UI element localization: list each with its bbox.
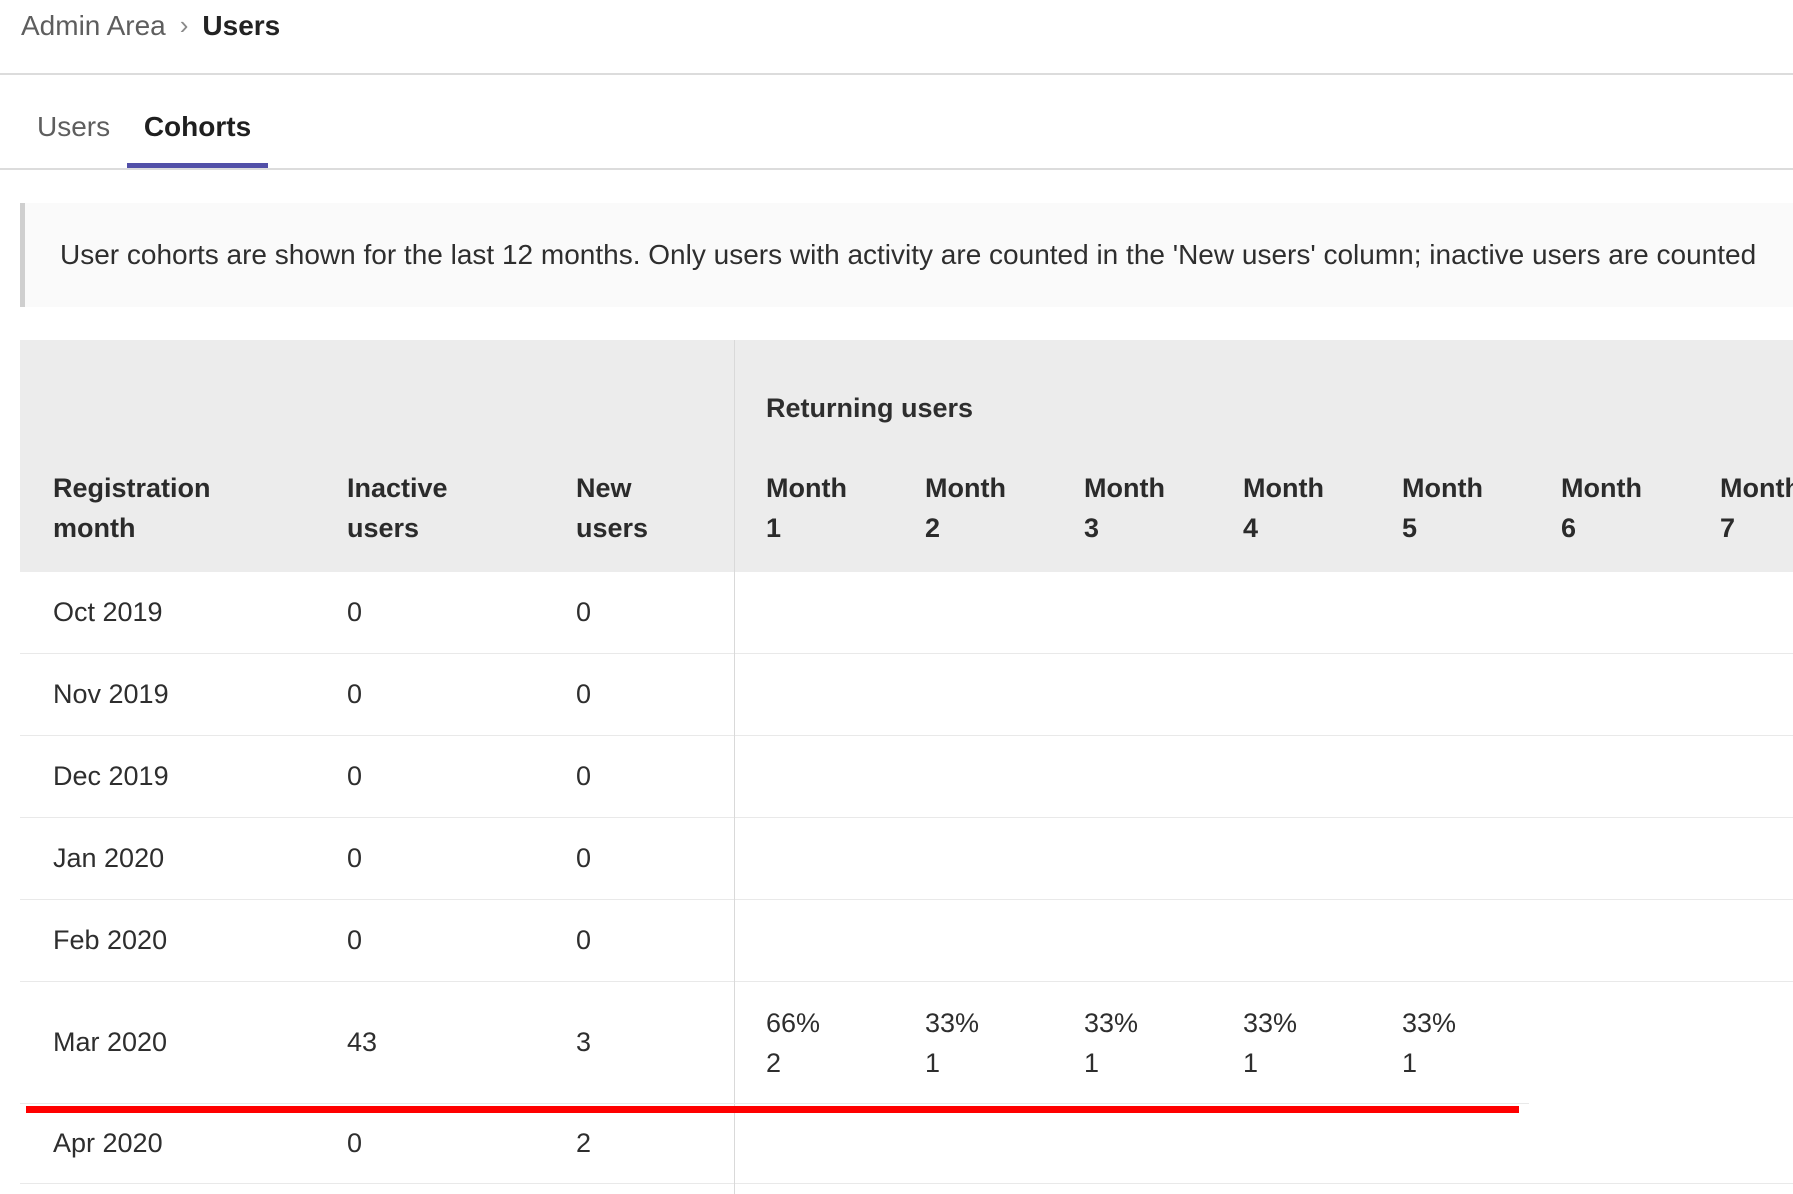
column-header-line: 2: [925, 513, 941, 543]
column-header-line: Month: [766, 473, 847, 503]
registration-month-cell: Apr 2020: [53, 1127, 163, 1158]
returning-users-column-divider: [734, 340, 735, 1194]
column-header-line: Month: [1561, 473, 1642, 503]
retention-count: 1: [1243, 1047, 1259, 1078]
retention-percentage: 66%: [766, 1007, 821, 1038]
info-banner-text: User cohorts are shown for the last 12 m…: [60, 239, 1757, 270]
inactive-users-cell: 0: [347, 761, 363, 791]
breadcrumb-link-admin-area[interactable]: Admin Area: [21, 10, 166, 41]
table-row: Nov 2019 0 0: [20, 654, 1793, 736]
column-header-line: users: [347, 513, 420, 543]
breadcrumb-separator-icon: ›: [179, 9, 189, 40]
table-row: Oct 2019 0 0: [20, 572, 1793, 654]
registration-month-cell: Dec 2019: [53, 761, 169, 791]
column-header-month-5: Month 5: [1370, 468, 1529, 548]
column-header-line: 5: [1402, 513, 1418, 543]
month-cell: 33% 1: [893, 1003, 1052, 1083]
registration-month-cell: Nov 2019: [53, 679, 169, 709]
tab-users[interactable]: Users: [37, 111, 111, 142]
table-header: Returning users Registration month Inact…: [20, 340, 1793, 572]
inactive-users-cell: 0: [347, 597, 363, 627]
table-row: Jan 2020 0 0: [20, 818, 1793, 900]
month-cell: 33% 1: [1211, 1003, 1370, 1083]
column-header-line: Month: [1084, 473, 1165, 503]
column-header-line: Month: [1402, 473, 1483, 503]
column-header-month-1: Month 1: [734, 468, 893, 548]
inactive-users-cell: 43: [347, 1027, 378, 1057]
table-row: Apr 2020 0 2: [20, 1103, 1793, 1184]
column-header-new-users: New users: [543, 468, 734, 548]
breadcrumb: Admin Area › Users: [21, 10, 280, 42]
returning-users-group-header: Returning users: [766, 393, 974, 423]
column-header-month-2: Month 2: [893, 468, 1052, 548]
red-annotation-line: [26, 1106, 1519, 1113]
retention-count: 1: [1084, 1047, 1100, 1078]
info-banner: User cohorts are shown for the last 12 m…: [20, 203, 1793, 307]
retention-percentage: 33%: [925, 1007, 980, 1038]
retention-percentage: 33%: [1402, 1007, 1457, 1038]
new-users-cell: 0: [576, 843, 592, 873]
tab-cohorts[interactable]: Cohorts: [143, 111, 252, 142]
retention-percentage: 33%: [1243, 1007, 1298, 1038]
month-cell: 33% 1: [1370, 1003, 1529, 1083]
column-header-inactive-users: Inactive users: [314, 468, 543, 548]
registration-month-cell: Feb 2020: [53, 925, 168, 955]
new-users-cell: 2: [576, 1127, 592, 1158]
column-header-line: 3: [1084, 513, 1100, 543]
new-users-cell: 3: [576, 1027, 592, 1057]
tabs-bar: Users Cohorts: [0, 75, 1793, 170]
new-users-cell: 0: [576, 925, 592, 955]
registration-month-cell: Oct 2019: [53, 597, 163, 627]
column-header-line: New: [576, 473, 632, 503]
header-divider: [0, 73, 1793, 75]
column-header-line: 6: [1561, 513, 1577, 543]
new-users-cell: 0: [576, 679, 592, 709]
month-cell: 66% 2: [734, 1003, 893, 1083]
inactive-users-cell: 0: [347, 1127, 363, 1158]
column-header-line: Registration: [53, 473, 211, 503]
retention-count: 1: [1402, 1047, 1418, 1078]
column-header-month-4: Month 4: [1211, 468, 1370, 548]
new-users-cell: 0: [576, 761, 592, 791]
column-header-line: 1: [766, 513, 782, 543]
column-header-line: month: [53, 513, 136, 543]
registration-month-cell: Jan 2020: [53, 843, 165, 873]
breadcrumb-current-users: Users: [202, 10, 281, 41]
column-headers: Registration month Inactive users New us…: [20, 468, 1793, 548]
table-row: Feb 2020 0 0: [20, 900, 1793, 982]
column-header-line: 4: [1243, 513, 1259, 543]
inactive-users-cell: 0: [347, 925, 363, 955]
column-header-line: Month: [1720, 473, 1793, 503]
column-header-month-3: Month 3: [1052, 468, 1211, 548]
mar-row-bottom-border: [20, 1103, 1529, 1104]
column-header-line: 7: [1720, 513, 1736, 543]
month-cell: 33% 1: [1052, 1003, 1211, 1083]
column-header-month-7: Month 7: [1688, 468, 1793, 548]
table-row: Dec 2019 0 0: [20, 736, 1793, 818]
retention-count: 1: [925, 1047, 941, 1078]
cohorts-table: Returning users Registration month Inact…: [20, 340, 1793, 1194]
inactive-users-cell: 0: [347, 679, 363, 709]
column-header-registration-month: Registration month: [20, 468, 314, 548]
retention-count: 2: [766, 1047, 782, 1078]
column-header-line: Month: [1243, 473, 1324, 503]
column-header-line: Month: [925, 473, 1006, 503]
active-tab-indicator: [127, 163, 268, 168]
retention-percentage: 33%: [1084, 1007, 1139, 1038]
column-header-line: Inactive: [347, 473, 448, 503]
inactive-users-cell: 0: [347, 843, 363, 873]
new-users-cell: 0: [576, 597, 592, 627]
column-header-month-6: Month 6: [1529, 468, 1688, 548]
table-row: Mar 2020 43 3 66% 2 33% 1 33% 1: [20, 982, 1793, 1103]
column-header-line: users: [576, 513, 649, 543]
registration-month-cell: Mar 2020: [53, 1027, 168, 1057]
